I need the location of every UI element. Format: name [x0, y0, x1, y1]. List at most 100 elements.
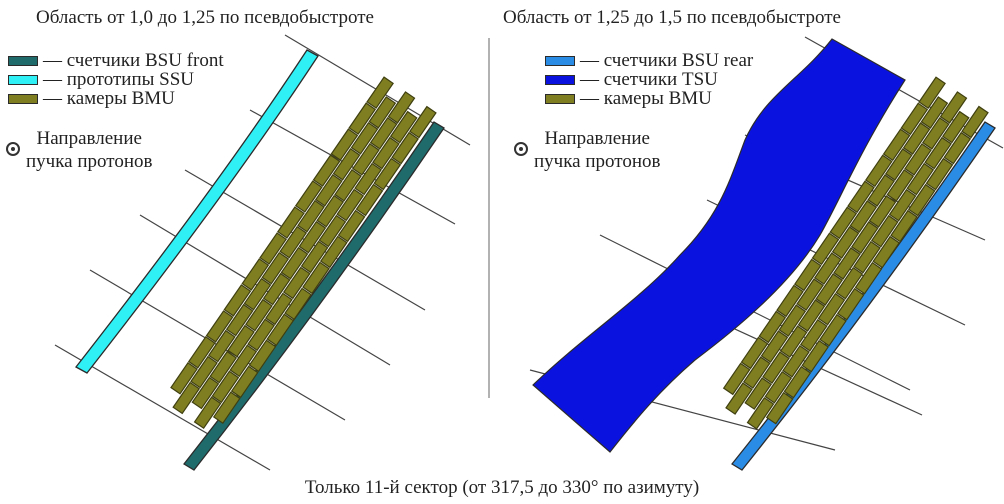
bmu-chamber [355, 183, 384, 217]
bmu-chamber [319, 235, 348, 269]
bmu-chamber [300, 240, 329, 274]
bmu-chamber [890, 209, 918, 243]
bmu-chamber [265, 292, 293, 326]
bmu-chamber [924, 136, 952, 170]
bmu-chamber [799, 318, 828, 352]
bmu-chamber [925, 157, 954, 191]
bmu-chamber [279, 225, 308, 259]
bmu-chamber [223, 284, 252, 317]
right-sector-drawing [529, 36, 1004, 471]
bmu-chamber [853, 240, 881, 274]
bmu-chamber [921, 117, 950, 150]
bmu-chamber [815, 273, 844, 306]
bmu-chamber [765, 391, 794, 425]
bmu-chamber [241, 258, 270, 291]
bmu-chamber [847, 180, 875, 214]
bmu-chamber [778, 304, 807, 337]
legend-label: — камеры BMU [580, 88, 712, 109]
bmu-chamber [211, 370, 240, 404]
bmu-chamber [882, 128, 911, 162]
bmu-chamber [870, 214, 899, 248]
bmu-chamber [261, 251, 290, 285]
bmu-chamber [782, 344, 810, 378]
bmu-chamber [170, 361, 198, 395]
bmu-chamber [277, 206, 305, 239]
bmu-chamber [849, 200, 878, 233]
bmu-chamber [191, 376, 220, 410]
bmu-chamber [906, 162, 935, 196]
bmu-chamber [819, 313, 847, 347]
bmu-chamber [900, 102, 929, 136]
bsu-rear-swatch [545, 56, 575, 66]
legend-label: — прототипы SSU [43, 69, 194, 90]
footer-caption: Только 11-й сектор (от 317,5 до 330° по … [304, 477, 700, 498]
bmu-chamber [243, 277, 272, 311]
bmu-chamber [348, 102, 377, 135]
bmu-chamber [888, 188, 917, 222]
bmu-chamber [760, 330, 789, 363]
bmu-chamber [389, 110, 418, 144]
bmu-chamber [225, 303, 254, 337]
bmu-chamber [779, 325, 808, 358]
bmu-chamber [352, 142, 380, 176]
bmu-chamber [722, 362, 751, 396]
bmu-chamber [205, 310, 234, 343]
bmu-chamber [312, 154, 341, 187]
bmu-chamber [284, 287, 312, 321]
bmu-chamber [336, 188, 365, 222]
legend-label: — камеры BMU [43, 88, 175, 109]
bmu-chamber [332, 147, 361, 181]
bmu-chamber [864, 154, 893, 188]
ssu-strip [75, 49, 319, 374]
left-panel-title: Область от 1,0 до 1,25 по псевдобыстроте [36, 7, 374, 28]
bmu-chamber [259, 232, 287, 265]
bmu-chamber [294, 180, 323, 213]
legend-label: — счетчики BSU front [43, 50, 224, 71]
bmu-chamber [337, 209, 366, 243]
bmu-chamber [350, 121, 379, 155]
right-beam-direction: Направление пучка протонов [514, 127, 660, 173]
tsu-strip [532, 38, 906, 453]
bmu-chamber [796, 278, 824, 311]
bmu-chamber [212, 391, 241, 425]
bmu-chamber [867, 174, 895, 207]
bmu-chamber [247, 318, 275, 352]
bmu-chamber [904, 143, 932, 176]
bmu-chamber [262, 272, 291, 306]
bmu-chamber [409, 105, 437, 139]
bmu-chamber [961, 105, 989, 139]
bmu-chamber [854, 261, 883, 295]
bmu-chamber [280, 246, 309, 280]
beam-direction-label: Направление пучка протонов [534, 128, 661, 172]
right-panel-title: Область от 1,25 до 1,5 по псевдобыстроте [503, 7, 841, 28]
bmu-chamber [943, 131, 972, 165]
bmu-chamber [209, 350, 238, 384]
bmu-chamber [746, 396, 775, 430]
bmu-chamber [776, 284, 804, 318]
ssu-swatch [8, 75, 38, 85]
bmu-chamber [193, 396, 222, 430]
legend-item-bmu: — камеры BMU [8, 88, 175, 110]
bmu-chamber [318, 214, 347, 248]
legend-label: — счетчики TSU [580, 69, 718, 90]
bmu-chamber [366, 76, 394, 109]
bmu-chamber [298, 220, 327, 254]
legend-item-bsu-rear: — счетчики BSU rear [545, 50, 753, 72]
bmu-chamber [230, 365, 259, 399]
bmu-chamber [316, 194, 345, 228]
left-beam-direction: Направление пучка протонов [6, 127, 152, 173]
bmu-chamber [725, 382, 753, 415]
bmu-chamber [372, 136, 400, 170]
bmu-chamber [330, 128, 359, 161]
bmu-chamber [248, 339, 277, 373]
bmu-chamber [939, 91, 968, 124]
bmu-chamber [229, 344, 258, 378]
bsu-front-swatch [8, 56, 38, 66]
bmu-chamber [813, 252, 842, 285]
bmu-chamber [884, 148, 913, 181]
bmu-chamber [282, 266, 311, 300]
bmu-chamber [373, 157, 402, 191]
legend-item-bsu-front: — счетчики BSU front [8, 50, 224, 72]
bmu-chamber [920, 96, 949, 129]
